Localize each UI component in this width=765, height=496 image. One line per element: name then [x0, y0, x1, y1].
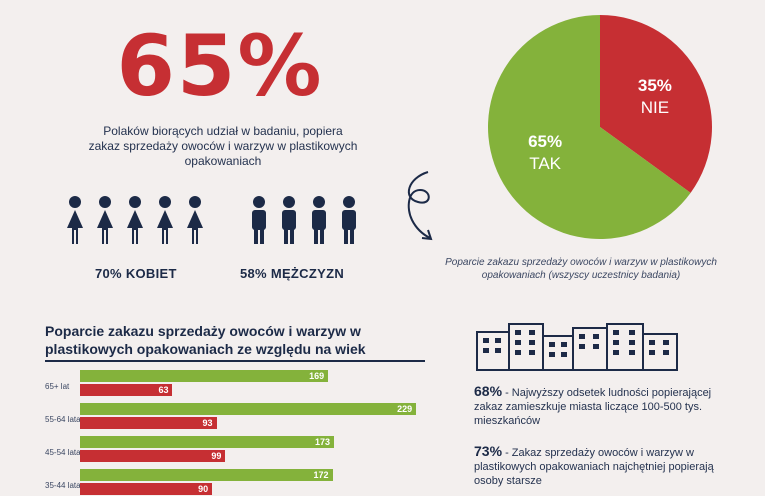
woman-icon	[157, 196, 173, 244]
support-pie-chart: 35% NIE 65% TAK	[488, 15, 712, 239]
pie-slice-tak	[488, 15, 691, 239]
age-chart-title: Poparcie zakazu sprzedaży owoców i warzy…	[45, 323, 366, 357]
bar-red: 93	[80, 417, 217, 429]
pie-pct-label: 35%	[638, 76, 672, 95]
woman-icon	[127, 196, 143, 244]
age-category-label: 65+ lat	[45, 382, 70, 391]
title-underline	[45, 360, 425, 362]
bar-green: 169	[80, 370, 329, 382]
fact-older-text: - Zakaz sprzedaży owoców i warzyw w plas…	[474, 447, 714, 487]
city-buildings-icon	[476, 323, 678, 371]
woman-icon	[187, 196, 203, 244]
men-label: 58% MĘŻCZYZN	[240, 266, 345, 281]
bar-red: 99	[80, 450, 226, 462]
age-category-label: 35-44 lata	[45, 481, 81, 490]
fact-cities-text: - Najwyższy odsetek ludności popierające…	[474, 387, 712, 427]
bar-green: 229	[80, 403, 417, 415]
man-icon	[282, 196, 296, 244]
fact-cities-pct: 68%	[474, 383, 503, 399]
fact-cities: 68% - Najwyższy odsetek ludności popiera…	[474, 384, 734, 428]
woman-icon	[97, 196, 113, 244]
men-icons	[246, 194, 362, 246]
pie-pct-label: 65%	[528, 132, 562, 151]
age-category-label: 45-54 lata	[45, 448, 81, 457]
man-icon	[312, 196, 326, 244]
women-label: 70% KOBIET	[95, 266, 177, 281]
pie-caption: Poparcie zakazu sprzedaży owoców i warzy…	[445, 257, 717, 281]
fact-older-pct: 73%	[474, 443, 503, 459]
man-icon	[252, 196, 266, 244]
woman-icon	[67, 196, 83, 244]
pie-category-label: TAK	[529, 154, 561, 173]
man-icon	[342, 196, 356, 244]
women-icons	[62, 194, 208, 246]
fact-older: 73% - Zakaz sprzedaży owoców i warzyw w …	[474, 444, 734, 488]
pie-slice-nie	[600, 15, 712, 193]
headline-description: Polaków biorących udział w badaniu, popi…	[88, 124, 358, 168]
age-bar-chart: 65+ lat 169 63 55-64 lata 229 93 45-54 lata 173…	[45, 370, 425, 496]
bar-green: 172	[80, 469, 333, 481]
age-category-label: 55-64 lata	[45, 415, 81, 424]
bar-red: 63	[80, 384, 173, 396]
curly-arrow-icon	[407, 171, 433, 241]
headline-percent: 65%	[116, 17, 324, 115]
pie-category-label: NIE	[641, 98, 669, 117]
bar-green: 173	[80, 436, 334, 448]
bar-red: 90	[80, 483, 213, 495]
